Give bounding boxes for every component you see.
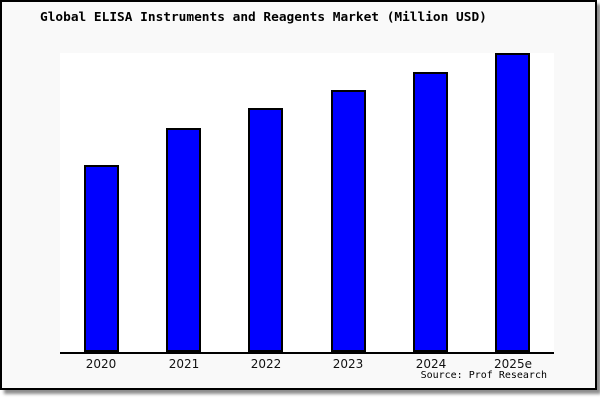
source-credit: Source: Prof Research bbox=[420, 370, 547, 381]
x-tick-label-2022: 2022 bbox=[250, 357, 282, 371]
x-tick-label-2020: 2020 bbox=[85, 357, 117, 371]
x-tick-label-2024: 2024 bbox=[415, 357, 447, 371]
chart-frame: Global ELISA Instruments and Reagents Ma… bbox=[0, 0, 597, 390]
x-tick-label-2025e: 2025e bbox=[494, 357, 532, 371]
bar-2025e bbox=[495, 53, 530, 352]
x-tick-label-2021: 2021 bbox=[168, 357, 200, 371]
plot-area bbox=[60, 53, 554, 354]
bar-2021 bbox=[166, 128, 201, 352]
bar-2022 bbox=[248, 108, 283, 352]
bar-2024 bbox=[413, 72, 448, 352]
chart-title: Global ELISA Instruments and Reagents Ma… bbox=[40, 10, 487, 25]
bar-2023 bbox=[331, 90, 366, 352]
bar-2020 bbox=[84, 165, 119, 352]
x-tick-label-2023: 2023 bbox=[332, 357, 364, 371]
